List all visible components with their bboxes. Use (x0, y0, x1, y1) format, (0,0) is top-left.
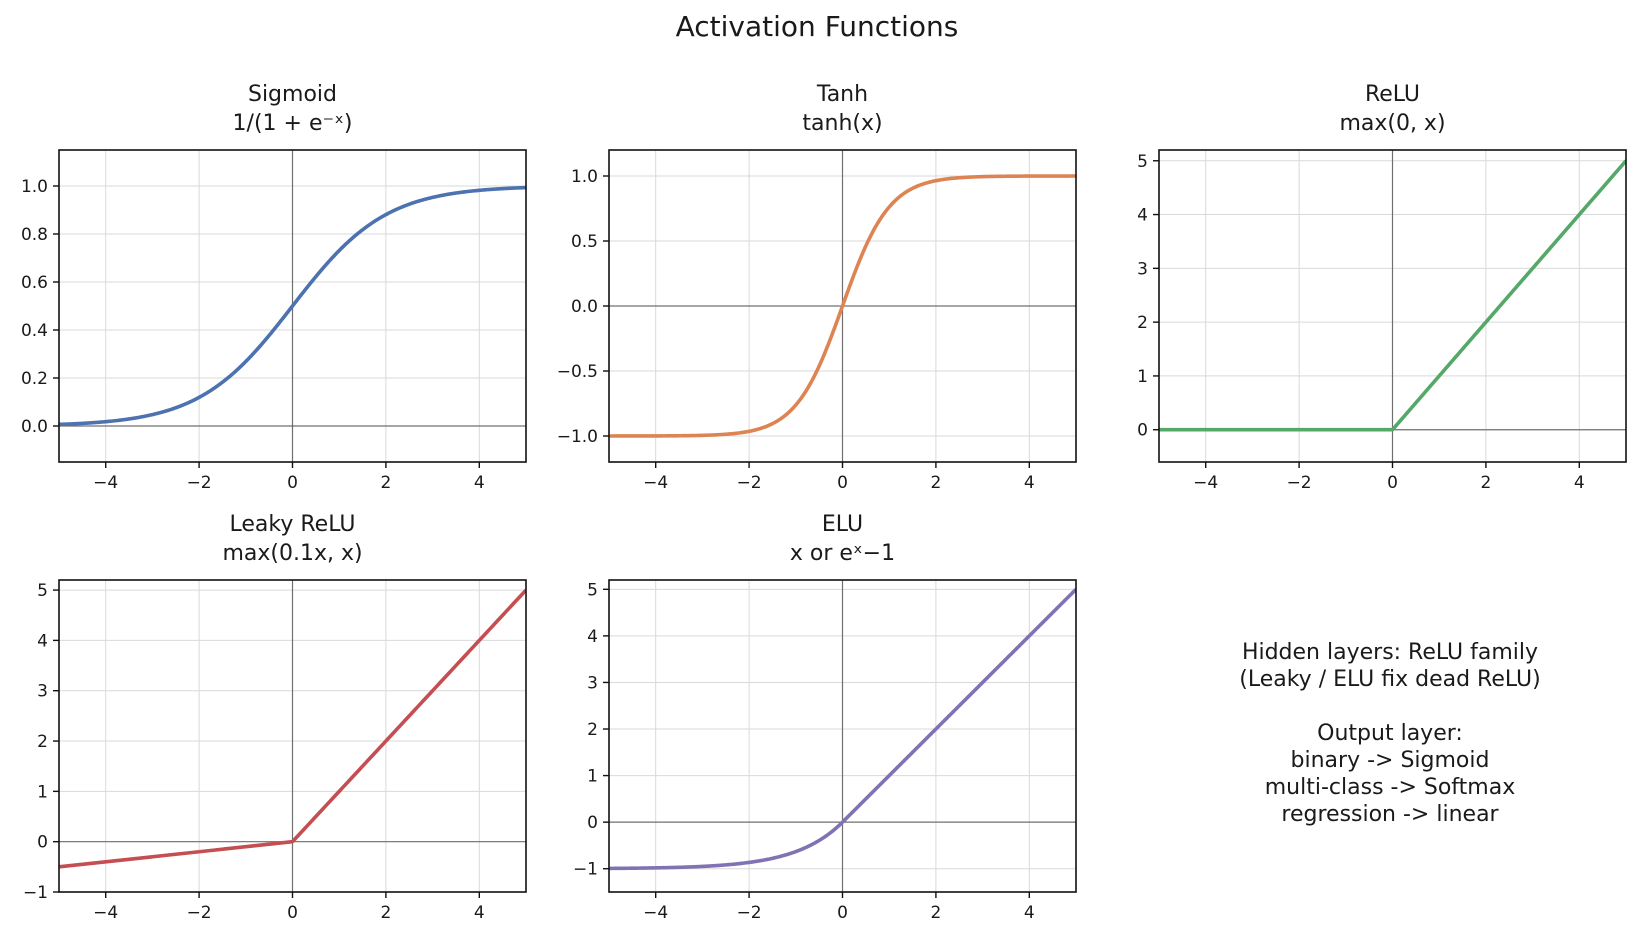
series-line-relu (1159, 159, 1626, 432)
y-tick-label: 5 (1137, 152, 1148, 172)
y-tick-label: 3 (1137, 259, 1148, 279)
y-tick-label: 0.4 (21, 321, 48, 341)
x-tick-label: −2 (737, 473, 762, 493)
x-tick-label: −4 (643, 903, 668, 923)
x-tick-label: 2 (930, 903, 941, 923)
x-tick-label: 4 (1024, 903, 1035, 923)
note-line: binary -> Sigmoid (1291, 748, 1490, 773)
y-tick-label: 0.5 (571, 232, 598, 252)
x-tick-label: 2 (930, 473, 941, 493)
y-tick-label: 1.0 (21, 177, 48, 197)
x-tick-label: −2 (1287, 473, 1312, 493)
y-tick-label: 0.8 (21, 225, 48, 245)
chart-title: ELU (822, 512, 863, 537)
y-tick-label: −1 (573, 860, 598, 880)
x-tick-label: −4 (643, 473, 668, 493)
chart-subtitle: x or eˣ−1 (790, 541, 895, 566)
x-tick-label: −2 (737, 903, 762, 923)
figure-title: Activation Functions (676, 10, 959, 43)
y-tick-label: 0.0 (571, 297, 598, 317)
x-tick-label: −2 (187, 473, 212, 493)
y-tick-label: 5 (587, 580, 598, 600)
chart-panels: −4 −2 0 2 4 0.0 0.2 0.4 0.6 0.8 1.0 Sigmoid 1/(1 + e… (21, 82, 1627, 923)
note-line: regression -> linear (1281, 802, 1499, 827)
x-tick-label: 4 (474, 903, 485, 923)
y-tick-label: 0 (37, 833, 48, 853)
y-tick-label: −1.0 (557, 427, 598, 447)
x-tick-label: 2 (380, 903, 391, 923)
y-tick-label: 0.2 (21, 369, 48, 389)
x-tick-label: 2 (380, 473, 391, 493)
y-tick-label: 2 (1137, 313, 1148, 333)
chart-subtitle: 1/(1 + e⁻ˣ) (233, 111, 353, 136)
series-line-leaky-relu (59, 588, 526, 869)
chart-elu: −4 −2 0 2 4 −1 0 1 2 3 4 5 ELU x or eˣ−1 (573, 512, 1077, 923)
x-tick-label: 0 (837, 473, 848, 493)
note-line: Output layer: (1317, 721, 1463, 746)
x-tick-label: −2 (187, 903, 212, 923)
chart-title: Tanh (816, 82, 868, 107)
y-tick-label: 3 (37, 682, 48, 702)
chart-title: Leaky ReLU (230, 512, 356, 537)
y-tick-label: 0 (587, 813, 598, 833)
series-line-tanh (609, 174, 1076, 438)
x-tick-label: 4 (1574, 473, 1585, 493)
y-tick-label: 1 (1137, 367, 1148, 387)
notes-panel: Hidden layers: ReLU family(Leaky / ELU f… (1239, 640, 1541, 827)
x-tick-label: −4 (93, 473, 118, 493)
y-tick-label: 2 (587, 720, 598, 740)
note-line: Hidden layers: ReLU family (1242, 640, 1538, 665)
chart-relu: −4 −2 0 2 4 0 1 2 3 4 5 ReLU max(0, x) (1137, 82, 1627, 493)
y-tick-label: 4 (1137, 206, 1148, 226)
note-line: (Leaky / ELU fix dead ReLU) (1239, 667, 1541, 692)
series-line-elu (609, 588, 1076, 871)
chart-leaky-relu: −4 −2 0 2 4 −1 0 1 2 3 4 5 Leaky ReLU max(0.1x, x) (23, 512, 527, 923)
x-tick-label: 0 (287, 903, 298, 923)
y-tick-label: 0.0 (21, 417, 48, 437)
x-tick-label: 4 (1024, 473, 1035, 493)
x-tick-label: 0 (1387, 473, 1398, 493)
chart-tanh: −4 −2 0 2 4 −1.0 −0.5 0.0 0.5 1.0 Tanh tanh(x) (557, 82, 1077, 493)
y-tick-label: 4 (37, 631, 48, 651)
series-line-sigmoid (59, 185, 526, 427)
y-tick-label: 2 (37, 732, 48, 752)
x-tick-label: 0 (287, 473, 298, 493)
y-tick-label: −1 (23, 883, 48, 903)
chart-title: ReLU (1365, 82, 1420, 107)
note-line: multi-class -> Softmax (1265, 775, 1515, 800)
x-tick-label: −4 (1193, 473, 1218, 493)
y-tick-label: 0 (1137, 421, 1148, 441)
y-tick-label: 1 (37, 782, 48, 802)
y-tick-label: 1.0 (571, 167, 598, 187)
chart-subtitle: max(0.1x, x) (222, 541, 362, 566)
y-tick-label: 4 (587, 627, 598, 647)
y-tick-label: −0.5 (557, 362, 598, 382)
y-tick-label: 1 (587, 767, 598, 787)
chart-subtitle: max(0, x) (1339, 111, 1445, 136)
y-tick-label: 0.6 (21, 273, 48, 293)
y-tick-label: 5 (37, 581, 48, 601)
x-tick-label: −4 (93, 903, 118, 923)
chart-subtitle: tanh(x) (802, 111, 882, 136)
chart-title: Sigmoid (248, 82, 337, 107)
y-tick-label: 3 (587, 673, 598, 693)
x-tick-label: 2 (1480, 473, 1491, 493)
x-tick-label: 0 (837, 903, 848, 923)
chart-sigmoid: −4 −2 0 2 4 0.0 0.2 0.4 0.6 0.8 1.0 Sigmoid 1/(1 + e… (21, 82, 527, 493)
x-tick-label: 4 (474, 473, 485, 493)
